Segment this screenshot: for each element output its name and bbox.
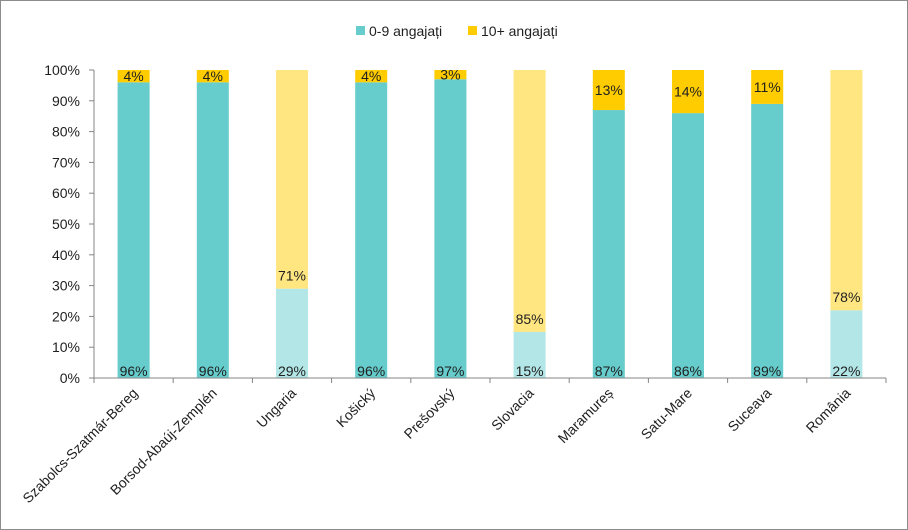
- bar-segment-10plus: [196, 70, 229, 83]
- y-tick-label: 40%: [52, 247, 80, 263]
- y-tick-label: 60%: [52, 185, 80, 201]
- legend-swatch-0-9: [356, 26, 365, 35]
- data-label-0-9: 22%: [832, 363, 860, 379]
- bar-segment-10plus: [513, 70, 546, 332]
- data-label-0-9: 96%: [199, 363, 227, 379]
- data-labels: 96% 4% 96% 4% 29% 71% 96% 4% 97% 3% 15% 85% 87% 13% 86…: [120, 67, 861, 379]
- data-label-10plus: 85%: [516, 311, 544, 327]
- x-tick-label: Slovacia: [488, 385, 537, 434]
- y-tick-label: 80%: [52, 124, 80, 140]
- data-label-10plus: 14%: [674, 84, 702, 100]
- data-label-10plus: 4%: [123, 68, 143, 84]
- y-axis-tick-labels: 0% 10% 20% 30% 40% 50% 60% 70% 80% 90% 100%: [44, 62, 80, 386]
- y-tick-label: 0%: [60, 370, 80, 386]
- x-axis-tick-labels: Szabolcs-Szatmár-BeregBorsod-Abaúj-Zempl…: [19, 385, 853, 507]
- data-label-10plus: 78%: [832, 289, 860, 305]
- legend: 0-9 angajați 10+ angajați: [356, 23, 558, 39]
- bar-segment-0-9: [434, 79, 467, 379]
- bar-segment-10plus: [751, 70, 784, 104]
- data-label-0-9: 29%: [278, 363, 306, 379]
- data-label-0-9: 86%: [674, 363, 702, 379]
- bar-segment-10plus: [276, 70, 308, 289]
- data-label-0-9: 15%: [516, 363, 544, 379]
- data-label-0-9: 97%: [436, 363, 464, 379]
- data-label-10plus: 71%: [278, 268, 306, 284]
- bar-segment-0-9: [513, 331, 546, 378]
- data-label-0-9: 96%: [120, 363, 148, 379]
- bar-segment-10plus: [117, 70, 150, 83]
- x-tick-label: Satu-Mare: [638, 385, 696, 443]
- data-label-10plus: 4%: [361, 68, 381, 84]
- y-tick-label: 50%: [52, 216, 80, 232]
- x-tick-label: Maramureș: [555, 385, 616, 446]
- bar-segment-0-9: [117, 82, 150, 378]
- y-tick-label: 20%: [52, 308, 80, 324]
- bar-segment-0-9: [751, 103, 784, 378]
- legend-label-0-9: 0-9 angajați: [369, 23, 442, 39]
- data-label-10plus: 13%: [595, 82, 623, 98]
- x-tick-label: Košický: [333, 385, 378, 430]
- x-tick-label: Suceava: [724, 385, 774, 435]
- bars: [117, 70, 863, 379]
- bar-segment-10plus: [830, 70, 863, 311]
- bar-segment-10plus: [355, 70, 388, 83]
- x-tick-label: Prešovský: [401, 385, 458, 442]
- bar-segment-10plus: [672, 70, 704, 114]
- data-label-0-9: 87%: [595, 363, 623, 379]
- legend-label-10plus: 10+ angajați: [481, 23, 558, 39]
- data-label-0-9: 96%: [357, 363, 385, 379]
- y-tick-label: 90%: [52, 93, 80, 109]
- bar-segment-0-9: [355, 82, 388, 378]
- data-label-0-9: 89%: [753, 363, 781, 379]
- data-label-10plus: 11%: [754, 79, 781, 95]
- y-tick-label: 100%: [44, 62, 80, 78]
- legend-swatch-10plus: [468, 26, 477, 35]
- bar-segment-0-9: [196, 82, 229, 378]
- data-label-10plus: 3%: [440, 67, 460, 83]
- x-tick-label: România: [803, 385, 854, 436]
- x-tick-label: Ungaria: [253, 385, 299, 431]
- bar-segment-0-9: [830, 310, 863, 378]
- y-tick-label: 70%: [52, 154, 80, 170]
- bar-segment-0-9: [672, 113, 704, 379]
- y-tick-label: 30%: [52, 278, 80, 294]
- bar-segment-10plus: [434, 70, 467, 80]
- bar-segment-0-9: [276, 288, 308, 378]
- data-label-10plus: 4%: [203, 68, 223, 84]
- axes: [89, 69, 887, 383]
- bar-segment-10plus: [592, 70, 625, 111]
- bar-segment-0-9: [592, 110, 625, 378]
- y-tick-label: 10%: [52, 339, 80, 355]
